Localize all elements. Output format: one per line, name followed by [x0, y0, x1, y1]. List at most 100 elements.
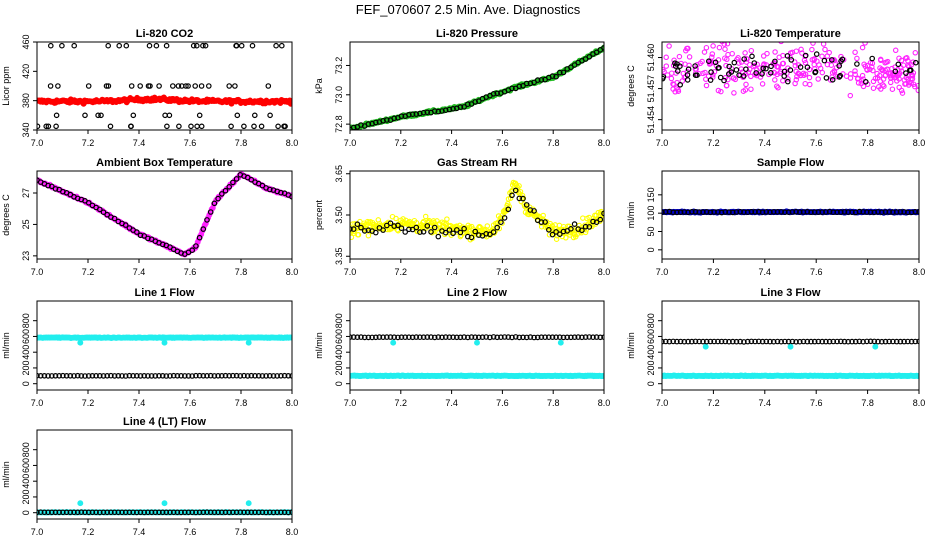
point-co2-0-219 [289, 99, 292, 106]
point-line2-1-42 [501, 334, 508, 340]
point-line2-1-29 [453, 334, 460, 341]
y-tick-label-co2: 420 [21, 64, 31, 79]
point-line4-1-68 [285, 509, 292, 516]
point-line3-1-32 [778, 338, 785, 345]
point-line2-1-49 [527, 334, 534, 340]
point-licor-temp-1-35 [903, 70, 909, 76]
x-tick-label-line1: 7.2 [82, 398, 95, 408]
point-licor-temp-0-207 [852, 49, 858, 56]
point-co2-1-29 [241, 123, 247, 130]
point-co2-1-63 [190, 42, 197, 49]
x-tick-label-co2: 7.2 [82, 138, 95, 148]
point-rh-0-173 [469, 235, 476, 242]
point-line4-1-57 [244, 509, 251, 516]
point-line3-1-24 [748, 338, 755, 345]
point-licor-temp-0-190 [701, 49, 708, 55]
point-line2-1-31 [461, 334, 467, 340]
point-sample-flow-1-43 [819, 209, 826, 215]
point-line3-1-46 [830, 338, 837, 345]
point-line4-1-6 [56, 509, 63, 516]
point-sample-flow-1-4 [674, 209, 680, 216]
x-tick-label-line3: 7.2 [707, 398, 720, 408]
point-co2-1-25 [196, 112, 203, 119]
point-sample-flow-1-9 [692, 209, 699, 215]
point-box-temp-1-21 [111, 215, 118, 222]
point-co2-1-37 [206, 83, 212, 89]
plot-area-pressure [350, 44, 604, 130]
point-licor-temp-1-58 [716, 64, 722, 71]
point-licor-temp-0-185 [748, 86, 754, 92]
point-rh-0-282 [546, 232, 553, 238]
point-line2-1-47 [520, 334, 526, 341]
point-line1-1-52 [226, 372, 233, 379]
point-licor-temp-0-131 [757, 65, 763, 71]
point-line2-1-25 [439, 334, 445, 341]
x-tick-label-licor-temp: 7.4 [759, 138, 772, 148]
point-co2-1-17 [71, 42, 78, 49]
point-line2-1-36 [479, 334, 486, 341]
point-co2-1-8 [98, 112, 104, 119]
point-rh-1-24 [435, 233, 442, 240]
point-co2-1-14 [103, 83, 110, 89]
y-axis-label-co2: Licor ppm [1, 66, 11, 106]
y-tick-label-pressure: 73.2 [334, 57, 344, 75]
x-tick-label-rh: 7.0 [344, 267, 357, 277]
point-licor-temp-0-210 [742, 50, 748, 56]
point-licor-temp-0-50 [815, 76, 821, 82]
point-licor-temp-1-27 [674, 68, 681, 74]
point-sample-flow-1-37 [796, 209, 803, 215]
point-licor-temp-0-181 [754, 72, 760, 79]
plot-frame-licor-temp [661, 41, 920, 131]
plot-frame-pressure [349, 41, 605, 131]
point-licor-temp-0-307 [751, 62, 758, 69]
point-pressure-1-23 [431, 108, 438, 114]
point-rh-1-66 [590, 218, 596, 225]
point-licor-temp-0-295 [724, 42, 731, 47]
y-tick-label-licor-temp: 51.460 [646, 44, 656, 72]
point-rh-1-40 [494, 224, 501, 231]
point-box-temp-1-43 [193, 243, 199, 249]
point-line1-1-21 [111, 373, 118, 379]
point-line1-1-18 [100, 373, 107, 379]
point-box-temp-1-19 [104, 211, 111, 218]
point-licor-temp-1-11 [684, 72, 691, 78]
y-tick-label-co2: 380 [21, 93, 31, 108]
y-axis-label-pressure: kPa [314, 78, 324, 94]
point-line1-1-23 [119, 373, 125, 379]
point-co2-1-16 [105, 83, 112, 89]
point-line2-1-44 [509, 334, 515, 341]
point-licor-temp-1-32 [892, 68, 899, 75]
point-line4-1-22 [115, 509, 122, 516]
x-tick-label-line2: 7.4 [445, 398, 458, 408]
point-co2-1-35 [282, 123, 288, 130]
x-tick-label-rh: 7.8 [547, 267, 560, 277]
point-line2-1-32 [464, 334, 471, 341]
point-sample-flow-1-3 [670, 209, 677, 216]
point-sample-flow-1-63 [893, 209, 900, 215]
y-tick-label-line3: 600 [646, 329, 656, 344]
point-line4-1-46 [204, 509, 210, 516]
point-line1-1-67 [281, 372, 288, 379]
point-line4-1-54 [233, 509, 240, 516]
point-co2-1-58 [275, 123, 281, 130]
point-line4-1-27 [134, 509, 140, 516]
x-tick-label-co2: 7.6 [184, 138, 197, 148]
x-tick-label-box-temp: 7.0 [31, 267, 44, 277]
point-licor-temp-1-50 [731, 59, 738, 66]
point-line1-1-24 [122, 373, 129, 379]
x-tick-label-box-temp: 7.6 [184, 267, 197, 277]
y-tick-label-sample-flow: 150 [646, 187, 656, 202]
point-licor-temp-0-241 [826, 49, 832, 56]
point-licor-temp-0-87 [663, 54, 669, 61]
point-rh-1-54 [545, 227, 552, 233]
x-tick-label-line1: 7.8 [235, 398, 248, 408]
point-box-temp-1-49 [215, 195, 221, 202]
point-licor-temp-0-285 [860, 83, 867, 90]
point-line1-1-35 [163, 373, 170, 379]
point-licor-temp-0-62 [743, 81, 749, 88]
point-line4-1-39 [178, 509, 184, 516]
point-line4-1-66 [278, 509, 284, 516]
plot-frame-sample-flow [661, 170, 920, 260]
point-rh-1-31 [461, 225, 467, 232]
